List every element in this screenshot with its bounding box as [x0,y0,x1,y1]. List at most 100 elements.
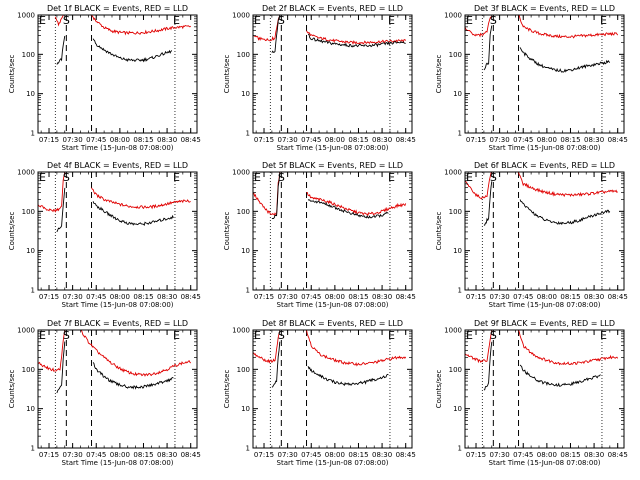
events-series-line [271,15,406,53]
x-tick-label: 08:30 [372,136,392,144]
interval-marker: S [278,329,285,342]
y-tick-label: 100 [449,51,462,59]
y-tick-label: 1 [246,130,250,138]
x-tick-label: 08:15 [560,136,580,144]
x-tick-label: 08:15 [560,451,580,459]
y-tick-label: 100 [449,366,462,374]
panel-det-3: Det 3f BLACK = Events, RED = LLD 1 10 100 10… [435,4,628,152]
x-tick-label: 07:45 [301,136,321,144]
events-series-line [483,341,601,391]
interval-marker: E [600,14,607,27]
x-tick-label: 08:45 [396,293,416,301]
y-tick-label: 1000 [444,327,462,335]
x-tick-label: 08:15 [348,451,368,459]
x-tick-label: 08:45 [608,136,628,144]
y-axis-label: Counts/sec [435,370,443,409]
events-series-line [56,341,174,394]
interval-marker: E [39,329,46,342]
x-tick-label: 08:30 [372,293,392,301]
y-tick-label: 1000 [444,12,462,20]
y-tick-label: 10 [26,90,35,98]
x-tick-label: 07:30 [278,136,298,144]
y-tick-label: 1 [458,287,462,295]
lld-series-line [465,172,618,200]
panel-title: Det 6f BLACK = Events, RED = LLD [474,161,615,170]
plot-frame [37,171,198,291]
interval-marker: S [63,14,70,27]
interval-marker: E [388,171,395,184]
y-tick-label: 100 [237,208,250,216]
x-tick-label: 08:45 [181,136,201,144]
y-tick-label: 1 [246,445,250,453]
x-tick-label: 08:30 [584,136,604,144]
x-tick-label: 08:30 [157,136,177,144]
panel-title: Det 2f BLACK = Events, RED = LLD [262,4,403,13]
x-tick-label: 07:30 [63,136,83,144]
x-tick-label: 07:30 [278,293,298,301]
panel-title: Det 7f BLACK = Events, RED = LLD [47,319,188,328]
interval-marker: E [39,171,46,184]
x-tick-label: 07:45 [301,293,321,301]
x-tick-label: 08:45 [608,293,628,301]
x-tick-label: 07:15 [254,451,274,459]
x-tick-label: 08:30 [157,451,177,459]
x-axis-label: Start Time (15-Jun-08 07:08:00) [277,301,389,309]
x-tick-label: 08:30 [584,293,604,301]
x-tick-label: 07:15 [39,293,59,301]
x-tick-label: 07:30 [278,451,298,459]
interval-marker: E [173,14,180,27]
interval-marker: E [173,171,180,184]
x-tick-label: 07:15 [466,136,486,144]
y-tick-label: 1000 [444,169,462,177]
x-tick-label: 08:15 [348,293,368,301]
y-tick-label: 10 [241,90,250,98]
events-series-line [271,341,389,388]
x-tick-label: 08:00 [537,293,557,301]
y-tick-label: 1000 [232,327,250,335]
panel-title: Det 9f BLACK = Events, RED = LLD [474,319,615,328]
x-tick-label: 07:15 [466,293,486,301]
x-tick-label: 08:15 [133,136,153,144]
y-tick-label: 10 [26,405,35,413]
plot-frame [464,329,625,449]
y-tick-label: 10 [241,247,250,255]
x-tick-label: 07:45 [513,293,533,301]
y-tick-label: 1 [31,287,35,295]
plot-frame [464,171,625,291]
interval-marker: S [63,171,70,184]
x-tick-label: 07:15 [254,293,274,301]
x-axis-label: Start Time (15-Jun-08 07:08:00) [62,144,174,152]
x-axis-label: Start Time (15-Jun-08 07:08:00) [489,459,601,467]
y-tick-label: 1 [31,130,35,138]
y-axis-label: Counts/sec [223,55,231,94]
plot-frame [464,14,625,134]
y-axis-label: Counts/sec [435,55,443,94]
interval-marker: S [490,329,497,342]
panel-title: Det 1f BLACK = Events, RED = LLD [47,4,188,13]
interval-marker: E [466,329,473,342]
x-tick-label: 07:30 [490,136,510,144]
y-tick-label: 1 [458,130,462,138]
lld-series-line [253,15,407,45]
y-axis-label: Counts/sec [223,370,231,409]
plot-frame [37,14,198,134]
panel-det-8: Det 8f BLACK = Events, RED = LLD 1 10 100 10… [223,319,416,467]
interval-marker: E [254,14,261,27]
y-tick-label: 10 [26,247,35,255]
panel-det-7: Det 7f BLACK = Events, RED = LLD 1 10 100 10… [8,319,201,467]
y-axis-label: Counts/sec [223,212,231,251]
x-tick-label: 07:30 [490,451,510,459]
y-tick-label: 100 [22,366,35,374]
x-tick-label: 08:45 [396,136,416,144]
x-axis-label: Start Time (15-Jun-08 07:08:00) [489,144,601,152]
interval-marker: E [600,171,607,184]
lld-series-line [38,330,192,377]
x-tick-label: 07:15 [466,451,486,459]
x-tick-label: 08:45 [181,451,201,459]
interval-marker: S [63,329,70,342]
events-series-line [483,181,611,226]
interval-marker: E [600,329,607,342]
y-axis-label: Counts/sec [8,55,16,94]
